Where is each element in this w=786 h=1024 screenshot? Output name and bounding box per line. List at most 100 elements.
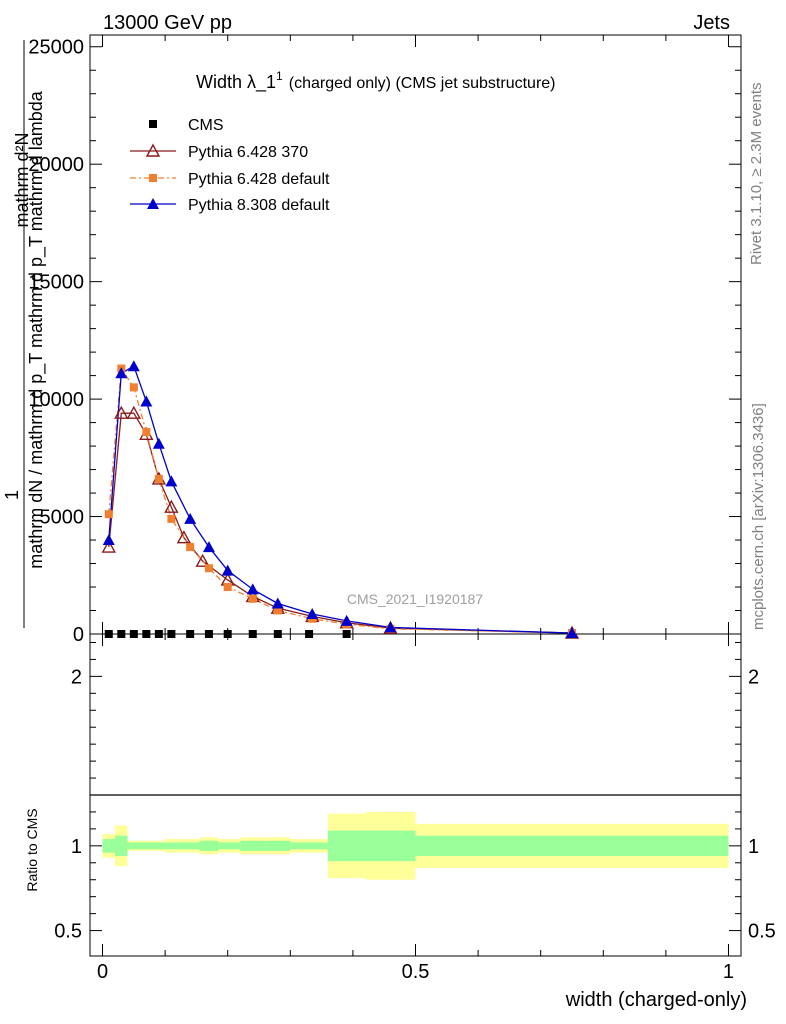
data-point	[305, 630, 314, 638]
data-point	[248, 630, 257, 638]
rivet-label: Rivet 3.1.10, ≥ 2.3M events	[748, 83, 765, 266]
y-tick-label: 0	[73, 624, 84, 646]
data-point	[184, 512, 197, 524]
data-point	[152, 437, 165, 449]
main-y-axis-label: 1 mathrm dN / mathrm d p_T mathrm d p_T …	[2, 40, 47, 628]
ratio-axes: 0.5 0.5 1 1 2 2 0 0.5 1	[54, 634, 776, 983]
ratio-stat-band	[115, 835, 128, 857]
data-point	[342, 630, 351, 638]
data-point	[176, 530, 192, 544]
ratio-stat-band	[165, 842, 178, 850]
data-point	[114, 405, 129, 419]
data-point	[104, 510, 113, 519]
x-axis-label: width (charged-only)	[565, 989, 747, 1011]
y-tick-label: 15000	[28, 272, 84, 294]
series-layer	[101, 360, 580, 639]
data-point	[165, 475, 178, 487]
y-tick-label: 20000	[28, 154, 84, 176]
legend-label: Pythia 6.428 default	[188, 171, 330, 188]
chart-title-rest: (charged only) (CMS jet substructure)	[289, 75, 556, 92]
x-tick-label: 1	[723, 961, 734, 983]
legend-label: Pythia 6.428 370	[188, 144, 308, 161]
main-axes: 0 5000 10000 15000 20000 25000	[28, 35, 741, 646]
data-point	[195, 553, 210, 567]
data-point	[223, 630, 232, 638]
data-point	[101, 539, 116, 553]
ratio-y-tick-label-right: 0.5	[748, 921, 776, 943]
data-point	[115, 367, 128, 379]
y-label-dN: mathrm d²N	[12, 132, 32, 227]
data-point	[167, 514, 176, 523]
x-tick-label: 0	[97, 961, 108, 983]
data-point	[164, 499, 179, 513]
chart-title-sup: 1	[276, 69, 283, 83]
legend-marker	[149, 120, 157, 128]
legend: CMS Pythia 6.428 370 Pythia 6.428 default P…	[130, 117, 330, 214]
legend-label: Pythia 8.308 default	[188, 197, 330, 214]
ratio-stat-band	[199, 840, 219, 851]
y-label-denominator: mathrm dN / mathrm d p_T mathrm d p_T ma…	[26, 90, 47, 568]
series-line	[108, 412, 573, 634]
ratio-stat-band	[327, 830, 366, 862]
chart-title-main: Width λ_1	[196, 72, 276, 93]
ratio-stat-band	[290, 842, 328, 850]
data-point	[221, 564, 234, 576]
data-point	[154, 630, 163, 638]
analysis-watermark: CMS_2021_I1920187	[347, 591, 483, 607]
ratio-stat-band	[177, 842, 200, 850]
ratio-stat-band	[265, 840, 291, 851]
ratio-stat-band	[218, 842, 241, 850]
data-point	[186, 543, 195, 552]
data-point	[140, 395, 153, 407]
ratio-y-tick-label-right: 1	[748, 836, 759, 858]
data-point	[126, 405, 141, 419]
data-point	[129, 383, 138, 392]
legend-marker	[149, 174, 157, 182]
ratio-stat-band	[152, 842, 166, 850]
ratio-stat-band	[415, 835, 729, 857]
x-tick-label: 0.5	[402, 961, 430, 983]
series-line	[108, 365, 573, 634]
y-tick-label: 25000	[28, 37, 84, 59]
legend-marker	[147, 198, 159, 209]
header-right-label: Jets	[693, 12, 730, 34]
y-label-numerator: 1	[2, 490, 22, 500]
mcplots-label: mcplots.cern.ch [arXiv:1306.3436]	[750, 403, 767, 630]
ratio-y-tick-label-right: 2	[748, 666, 759, 688]
data-point	[129, 630, 138, 638]
ratio-stat-band	[140, 842, 153, 850]
data-point	[384, 621, 397, 633]
data-point	[142, 427, 151, 436]
header-left-label: 13000 GeV pp	[103, 12, 232, 34]
data-point	[117, 630, 126, 638]
y-tick-label: 10000	[28, 389, 84, 411]
ratio-y-axis-label: Ratio to CMS	[24, 808, 40, 891]
legend-label: CMS	[188, 117, 224, 134]
data-point	[104, 630, 113, 638]
ratio-y-tick-label: 2	[71, 666, 82, 688]
data-point	[565, 627, 578, 639]
data-point	[246, 583, 259, 595]
ratio-bands	[102, 811, 729, 880]
data-point	[102, 534, 115, 546]
ratio-stat-band	[102, 839, 116, 853]
data-point	[154, 474, 163, 483]
ratio-y-tick-label: 1	[71, 836, 82, 858]
ratio-y-tick-label: 0.5	[54, 921, 82, 943]
data-point	[186, 630, 195, 638]
data-point	[202, 541, 215, 553]
data-point	[167, 630, 176, 638]
data-point	[340, 614, 353, 626]
series-line	[108, 366, 573, 634]
y-tick-label: 5000	[40, 507, 85, 529]
chart-title: Width λ_11 (charged only) (CMS jet substr…	[196, 69, 556, 93]
data-point	[204, 630, 213, 638]
data-point	[248, 594, 257, 603]
data-point	[273, 630, 282, 638]
data-point	[204, 564, 213, 573]
data-point	[271, 597, 284, 609]
data-point	[273, 606, 282, 615]
legend-marker	[145, 143, 161, 157]
data-point	[127, 360, 140, 372]
